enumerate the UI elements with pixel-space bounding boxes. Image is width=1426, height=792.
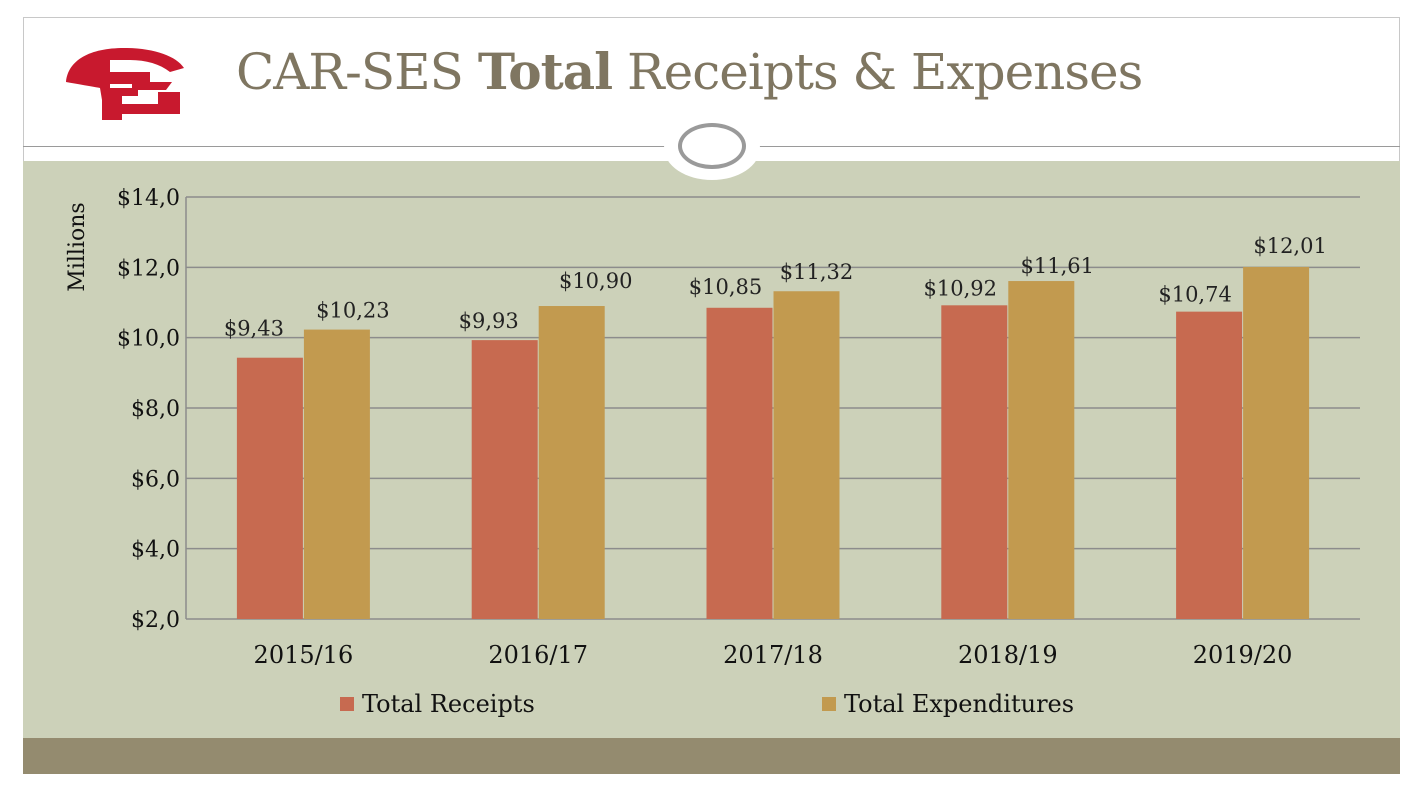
data-label: $12,01	[1253, 234, 1326, 258]
bar-receipts	[1176, 311, 1243, 619]
data-label: $9,93	[459, 309, 519, 333]
bar-receipts	[941, 305, 1008, 619]
y-tick-label: $10,0	[117, 327, 180, 352]
x-tick-label: 2018/19	[958, 641, 1058, 669]
x-tick-label: 2015/16	[254, 641, 354, 669]
y-tick-label: $14,0	[117, 186, 180, 211]
x-tick-label: 2017/18	[723, 641, 823, 669]
bar-receipts	[706, 307, 773, 619]
bar-expenditures	[1008, 281, 1075, 619]
legend-swatch	[340, 697, 354, 711]
legend-label: Total Receipts	[362, 690, 535, 718]
y-tick-label: $8,0	[131, 397, 180, 422]
data-label: $9,43	[224, 317, 284, 341]
school-logo	[66, 48, 184, 120]
data-label: $11,32	[780, 260, 853, 284]
bar-expenditures	[773, 291, 840, 619]
data-label: $10,90	[559, 269, 632, 293]
data-label: $11,61	[1021, 254, 1094, 278]
title-part-2: Receipts & Expenses	[612, 43, 1143, 101]
y-tick-label: $12,0	[117, 256, 180, 281]
title-part-1: CAR-SES	[236, 43, 478, 101]
bar-receipts	[236, 357, 303, 619]
divider-ornament	[678, 123, 746, 169]
y-axis-title: Millions	[65, 202, 90, 291]
legend-label: Total Expenditures	[844, 690, 1074, 718]
legend-swatch	[822, 697, 836, 711]
bar-expenditures	[1243, 266, 1310, 619]
bar-receipts	[471, 340, 538, 619]
x-tick-label: 2016/17	[488, 641, 588, 669]
y-tick-label: $4,0	[131, 538, 180, 563]
data-label: $10,92	[924, 276, 997, 300]
data-label: $10,23	[316, 299, 389, 323]
page-title: CAR-SES Total Receipts & Expenses	[236, 42, 1143, 112]
y-tick-label: $2,0	[131, 608, 180, 633]
title-bold: Total	[477, 42, 613, 101]
bar-expenditures	[538, 306, 605, 619]
data-label: $10,74	[1158, 283, 1231, 307]
x-tick-label: 2019/20	[1193, 641, 1293, 669]
bar-expenditures	[303, 329, 370, 619]
data-label: $10,85	[689, 275, 762, 299]
footer-band	[23, 738, 1400, 774]
y-tick-label: $6,0	[131, 467, 180, 492]
